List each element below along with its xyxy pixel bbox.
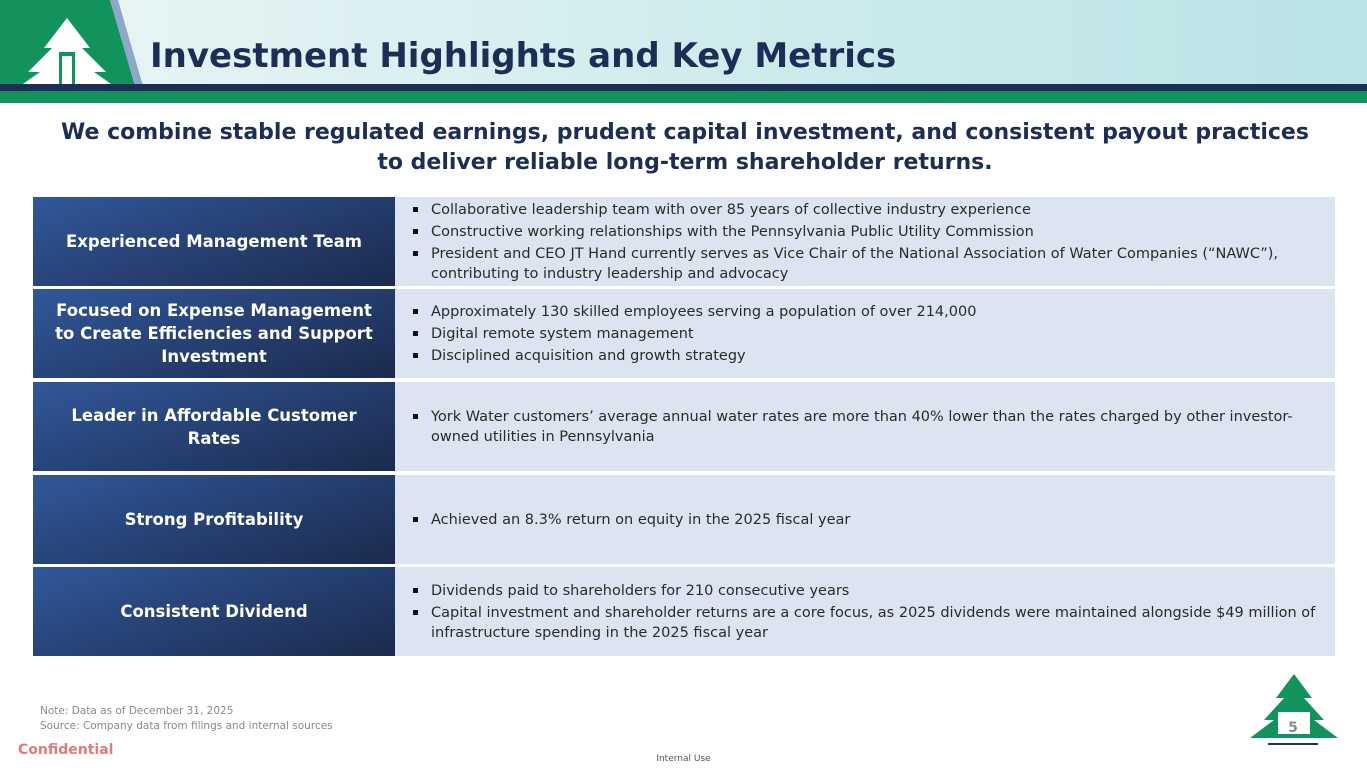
table-row: Focused on Expense Management to Create … (33, 289, 1335, 378)
row-content: Achieved an 8.3% return on equity in the… (395, 475, 1335, 564)
row-label: Consistent Dividend (33, 567, 395, 656)
table-row: Experienced Management Team Collaborative… (33, 197, 1335, 286)
header-band (0, 0, 1367, 86)
bullet: Collaborative leadership team with over … (413, 200, 1321, 220)
internal-use: Internal Use (656, 754, 711, 764)
bullet: Capital investment and shareholder retur… (413, 603, 1321, 643)
bullet: Digital remote system management (413, 324, 1321, 344)
note: Note: Data as of December 31, 2025 (40, 705, 234, 717)
header-stripe (0, 84, 1367, 91)
page-number: 5 (1288, 720, 1298, 736)
row-content: York Water customers’ average annual wat… (395, 382, 1335, 471)
bullet: York Water customers’ average annual wat… (413, 407, 1321, 447)
bullet: Achieved an 8.3% return on equity in the… (413, 510, 1321, 530)
bullet: Disciplined acquisition and growth strat… (413, 346, 1321, 366)
row-content: Collaborative leadership team with over … (395, 197, 1335, 286)
table-row: Leader in Affordable Customer Rates York … (33, 382, 1335, 471)
title: Investment Highlights and Key Metrics (150, 36, 897, 76)
row-label: Focused on Expense Management to Create … (33, 289, 395, 378)
row-content: Approximately 130 skilled employees serv… (395, 289, 1335, 378)
logo (0, 0, 143, 86)
bullet: President and CEO JT Hand currently serv… (413, 244, 1321, 284)
header-stripe (0, 91, 1367, 103)
bullet: Dividends paid to shareholders for 210 c… (413, 581, 1321, 601)
bullet: Constructive working relationships with … (413, 222, 1321, 242)
source: Source: Company data from filings and in… (40, 720, 333, 732)
row-label: Leader in Affordable Customer Rates (33, 382, 395, 471)
confidential: Confidential (18, 742, 114, 758)
row-label: Experienced Management Team (33, 197, 395, 286)
table-row: Consistent Dividend Dividends paid to sha… (33, 567, 1335, 656)
row-label: Strong Profitability (33, 475, 395, 564)
subtitle: We combine stable regulated earnings, pr… (61, 120, 1309, 175)
table-row: Strong Profitability Achieved an 8.3% ret… (33, 475, 1335, 564)
footer-logo (1250, 674, 1338, 745)
row-content: Dividends paid to shareholders for 210 c… (395, 567, 1335, 656)
bullet: Approximately 130 skilled employees serv… (413, 302, 1321, 322)
